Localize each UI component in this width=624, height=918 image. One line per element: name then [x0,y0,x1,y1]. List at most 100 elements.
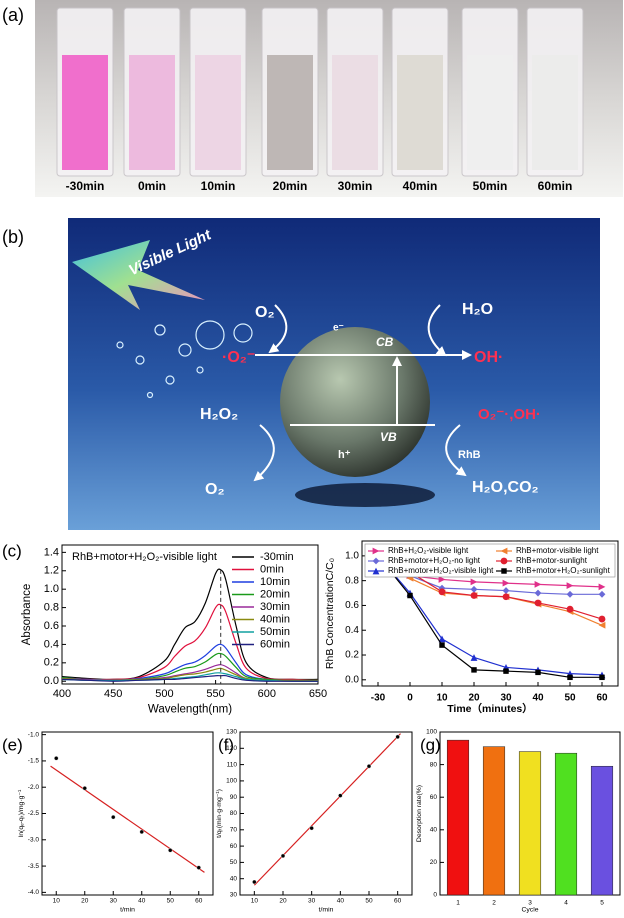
y-tick-label: 80 [230,810,238,817]
y-tick-label: 60 [230,843,238,850]
cuvette-label: 40min [403,179,438,193]
point [567,674,573,681]
legend-label: RhB+motor+H₂O₂-visible light [388,566,494,575]
y-tick-label: 90 [230,794,238,801]
legend-label: 30min [260,601,290,613]
point [470,654,478,661]
point [598,590,606,598]
point [566,590,574,598]
band-lines [253,304,472,482]
chart: 30 40 50 60 70 80 90 100 110 120 130 10 20 30 40 50 60 t/… [216,729,413,914]
cuvette-label: -30min [66,179,105,193]
point [395,734,400,740]
legend-label: 40min [260,613,290,625]
point [309,825,314,831]
legend-marker [500,547,508,555]
y-tick-label: 130 [226,729,237,736]
series-line [61,652,319,681]
y-tick-label: -2.5 [28,810,40,817]
panel-label: (c) [2,541,22,560]
light-bolt [72,240,205,310]
bar [518,751,542,896]
point [503,668,509,674]
y-tick-label: 120 [226,745,237,752]
x-tick-label: 0 [407,693,413,704]
point [439,642,445,648]
series-line [377,555,602,678]
y-tick-label: 1.4 [44,546,59,558]
point [168,848,173,853]
cuvette-label: 50min [473,179,508,193]
point [598,621,606,629]
point [470,585,478,593]
cuvette-label: 20min [273,179,308,193]
x-tick-label: 60 [394,898,402,905]
point [196,865,201,870]
x-tick-label: 40 [138,898,146,905]
x-tick-label: 20 [81,898,89,905]
y-tick-label: -1.0 [28,731,40,738]
solution [532,55,578,170]
point [502,587,510,594]
x-tick-label: 10 [53,898,61,905]
label: ·O₂⁻ [222,349,255,366]
y-tick-label: 100 [426,729,437,736]
legend-label: RhB+motor+H₂O₂-sunlight [516,566,611,575]
y-tick-label: 0.2 [345,650,359,661]
solution [332,55,378,170]
series-line [61,674,318,682]
y-tick-label: 0.6 [44,620,59,632]
solution [467,55,513,170]
panel-label: (b) [2,227,24,247]
point [534,580,542,588]
point [338,793,343,798]
y-tick-label: 40 [230,875,238,882]
bubbles [116,320,253,399]
x-tick-label: 1 [456,900,460,907]
x-tick-label: 60 [596,693,608,704]
legend-frame [364,543,616,578]
point [535,669,541,676]
y-axis-label: Absorbance [21,584,33,646]
legend-marker [372,547,380,555]
x-tick-label: 20 [468,693,480,704]
label: O₂ [255,304,275,321]
trend-line [253,733,401,886]
legend-marker [500,557,508,565]
cuvette-label: 60min [538,179,573,193]
x-tick-label: 650 [309,688,327,700]
label: H₂O,CO₂ [472,479,539,496]
chart: -4.0 -3.5 -3.0 -2.5 -2.0 -1.5 -1.0 10 20 30 40 50 60… [2,731,214,914]
plot-frame [41,731,214,896]
x-tick-label: 50 [167,898,175,905]
point [252,879,257,885]
label: OH· [474,349,503,366]
label: RhB [458,449,481,461]
x-tick-label: 50 [365,898,373,905]
panel-label: (e) [2,735,23,754]
x-tick-label: 50 [564,693,576,704]
y-tick-label: 30 [230,892,238,899]
point [470,578,478,586]
label: CB [376,335,394,349]
y-tick-label: -4.0 [28,889,40,896]
x-tick-label: 20 [279,898,287,905]
trend-line [50,765,205,873]
y-tick-label: 20 [430,859,438,866]
chart: 0 20 40 60 80 100 1 2 3 4 5 Cycle Desorption rate(%)… [416,729,621,914]
point [438,588,446,596]
x-axis-label: Time（minutes） [447,702,533,715]
bar [446,739,470,896]
x-tick-label: 10 [436,693,448,704]
y-axis-label: Desorption rate(%) [416,785,423,842]
x-tick-label: -30 [371,693,386,704]
point [502,579,510,587]
point [438,576,446,583]
label: O₂⁻·,OH· [478,406,541,423]
x-tick-label: 60 [195,898,203,905]
point [599,674,605,681]
x-tick-label: 400 [53,688,71,700]
legend-label: RhB+motor-sunlight [516,556,588,565]
plot-frame [239,731,413,896]
